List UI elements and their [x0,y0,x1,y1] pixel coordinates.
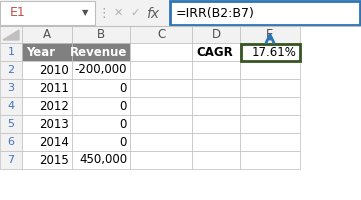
Text: 0: 0 [119,117,127,130]
Text: Revenue: Revenue [70,46,127,58]
Bar [240,97,300,115]
Bar [130,61,192,79]
Text: 0: 0 [119,99,127,112]
Bar [130,43,192,61]
Bar [72,151,130,169]
Bar [130,151,192,169]
Bar [192,133,240,151]
Text: 5: 5 [8,119,14,129]
Bar [192,115,240,133]
Bar [72,133,130,151]
Bar [240,115,300,133]
Text: 17.61%: 17.61% [252,46,297,58]
Bar [22,133,72,151]
Bar [130,26,192,43]
Bar [192,79,240,97]
Text: 2011: 2011 [39,82,69,95]
Text: 450,000: 450,000 [79,154,127,166]
Bar [130,97,192,115]
Text: 0: 0 [119,136,127,148]
Text: 1: 1 [8,47,14,57]
Bar [240,43,300,61]
Text: ✕: ✕ [113,8,123,18]
Bar [0,0,361,26]
Bar [240,151,300,169]
Text: ⋮: ⋮ [98,6,110,20]
Bar [130,115,192,133]
Text: C: C [157,28,165,41]
Text: fx: fx [147,7,160,21]
Bar [72,115,130,133]
Bar [72,79,130,97]
Bar [240,61,300,79]
Bar [72,26,130,43]
Text: E: E [266,28,274,41]
Bar [0,115,22,133]
Bar [130,133,192,151]
Text: 2010: 2010 [39,64,69,76]
Bar [22,97,72,115]
Text: 2: 2 [8,65,14,75]
Bar [72,61,130,79]
Bar [192,26,240,43]
Text: E1: E1 [10,6,26,20]
Text: D: D [212,28,221,41]
Bar [22,61,72,79]
Bar [170,1,360,25]
Bar [0,97,22,115]
Bar [22,26,72,43]
Text: CAGR: CAGR [196,46,233,58]
Bar [22,115,72,133]
Text: 6: 6 [8,137,14,147]
Polygon shape [3,30,19,40]
Text: -200,000: -200,000 [74,64,127,76]
Text: =IRR(B2:B7): =IRR(B2:B7) [176,6,255,20]
Bar [0,79,22,97]
Text: ▼: ▼ [82,8,88,18]
Bar [240,133,300,151]
Bar [72,43,130,61]
Bar [240,79,300,97]
Text: 2015: 2015 [39,154,69,166]
Bar [192,61,240,79]
Bar [0,26,22,43]
Bar [192,97,240,115]
Text: 4: 4 [8,101,14,111]
Bar [130,79,192,97]
Bar [0,151,22,169]
Text: Year: Year [26,46,55,58]
Bar [0,43,22,61]
Bar [192,151,240,169]
Bar [240,26,300,43]
Bar [22,79,72,97]
Bar [22,151,72,169]
Text: 7: 7 [8,155,14,165]
Bar [240,44,300,60]
Text: 3: 3 [8,83,14,93]
Bar [192,43,240,61]
Text: A: A [43,28,51,41]
Text: ✓: ✓ [130,8,140,18]
Text: 0: 0 [119,82,127,95]
Text: B: B [97,28,105,41]
Bar [0,133,22,151]
Bar [0,1,95,25]
Text: 2014: 2014 [39,136,69,148]
Bar [72,97,130,115]
Bar [0,61,22,79]
Text: 2013: 2013 [39,117,69,130]
Bar [22,43,72,61]
Text: 2012: 2012 [39,99,69,112]
